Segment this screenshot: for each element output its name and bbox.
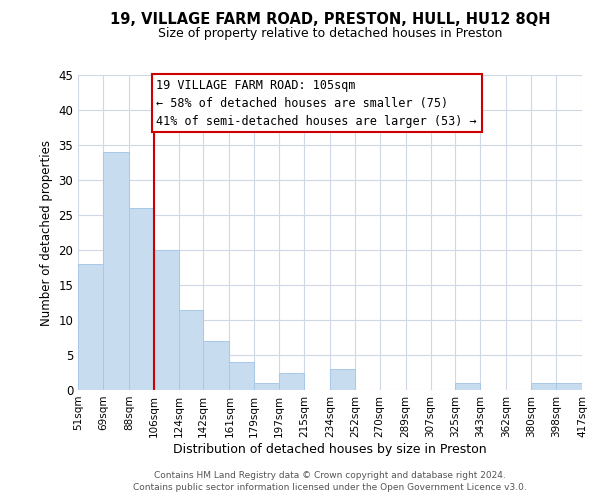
Bar (455, 383, 480, 390)
Bar (330, 369, 355, 390)
Text: Contains HM Land Registry data © Crown copyright and database right 2024.
Contai: Contains HM Land Registry data © Crown c… (133, 471, 527, 492)
Bar (531, 383, 556, 390)
Bar (154, 250, 179, 390)
Bar (254, 383, 279, 390)
Bar (78, 264, 103, 390)
Bar (229, 362, 254, 390)
Bar (179, 310, 203, 390)
Bar (556, 383, 582, 390)
X-axis label: Distribution of detached houses by size in Preston: Distribution of detached houses by size … (173, 442, 487, 456)
Bar (103, 152, 129, 390)
Y-axis label: Number of detached properties: Number of detached properties (40, 140, 53, 326)
Bar (129, 208, 154, 390)
Bar (279, 372, 304, 390)
Text: 19 VILLAGE FARM ROAD: 105sqm
← 58% of detached houses are smaller (75)
41% of se: 19 VILLAGE FARM ROAD: 105sqm ← 58% of de… (157, 78, 477, 128)
Text: Size of property relative to detached houses in Preston: Size of property relative to detached ho… (158, 28, 502, 40)
Text: 19, VILLAGE FARM ROAD, PRESTON, HULL, HU12 8QH: 19, VILLAGE FARM ROAD, PRESTON, HULL, HU… (110, 12, 550, 28)
Bar (203, 341, 229, 390)
